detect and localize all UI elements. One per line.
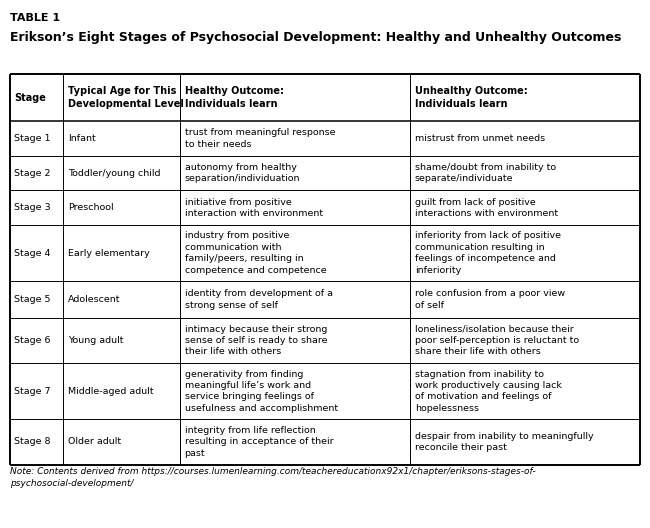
Text: Middle-aged adult: Middle-aged adult: [68, 386, 153, 396]
Text: shame/doubt from inability to
separate/individuate: shame/doubt from inability to separate/i…: [415, 163, 556, 183]
Text: trust from meaningful response
to their needs: trust from meaningful response to their …: [185, 128, 335, 149]
Text: Preschool: Preschool: [68, 203, 114, 212]
Text: despair from inability to meaningfully
reconcile their past: despair from inability to meaningfully r…: [415, 432, 593, 452]
Text: Stage 8: Stage 8: [14, 438, 51, 447]
Text: Toddler/young child: Toddler/young child: [68, 169, 161, 178]
Text: Stage 5: Stage 5: [14, 295, 51, 304]
Text: intimacy because their strong
sense of self is ready to share
their life with ot: intimacy because their strong sense of s…: [185, 325, 327, 356]
Text: Stage 2: Stage 2: [14, 169, 51, 178]
Text: loneliness/isolation because their
poor self-perception is reluctant to
share th: loneliness/isolation because their poor …: [415, 325, 578, 356]
Text: stagnation from inability to
work productively causing lack
of motivation and fe: stagnation from inability to work produc…: [415, 370, 562, 413]
Text: role confusion from a poor view
of self: role confusion from a poor view of self: [415, 289, 565, 310]
Text: autonomy from healthy
separation/individuation: autonomy from healthy separation/individ…: [185, 163, 300, 183]
Text: Stage 1: Stage 1: [14, 134, 51, 143]
Text: Typical Age for This
Developmental Level: Typical Age for This Developmental Level: [68, 86, 184, 109]
Text: Note: Contents derived from https://courses.lumenlearning.com/teachereducationx9: Note: Contents derived from https://cour…: [10, 467, 536, 488]
Text: Healthy Outcome:
Individuals learn: Healthy Outcome: Individuals learn: [185, 86, 283, 109]
Text: Unhealthy Outcome:
Individuals learn: Unhealthy Outcome: Individuals learn: [415, 86, 527, 109]
Text: Early elementary: Early elementary: [68, 249, 150, 258]
Text: generativity from finding
meaningful life’s work and
service bringing feelings o: generativity from finding meaningful lif…: [185, 370, 337, 413]
Text: Stage 3: Stage 3: [14, 203, 51, 212]
Text: inferiority from lack of positive
communication resulting in
feelings of incompe: inferiority from lack of positive commun…: [415, 231, 561, 275]
Text: TABLE 1: TABLE 1: [10, 13, 60, 23]
Text: identity from development of a
strong sense of self: identity from development of a strong se…: [185, 289, 333, 310]
Text: Infant: Infant: [68, 134, 96, 143]
Text: integrity from life reflection
resulting in acceptance of their
past: integrity from life reflection resulting…: [185, 426, 333, 458]
Text: Older adult: Older adult: [68, 438, 121, 447]
Text: guilt from lack of positive
interactions with environment: guilt from lack of positive interactions…: [415, 197, 558, 218]
Text: Stage: Stage: [14, 93, 46, 102]
Text: Stage 6: Stage 6: [14, 336, 51, 345]
Text: industry from positive
communication with
family/peers, resulting in
competence : industry from positive communication wit…: [185, 231, 326, 275]
Text: Adolescent: Adolescent: [68, 295, 120, 304]
Text: Stage 4: Stage 4: [14, 249, 51, 258]
Text: Stage 7: Stage 7: [14, 386, 51, 396]
Text: mistrust from unmet needs: mistrust from unmet needs: [415, 134, 545, 143]
Text: Young adult: Young adult: [68, 336, 124, 345]
Text: initiative from positive
interaction with environment: initiative from positive interaction wit…: [185, 197, 322, 218]
Text: Erikson’s Eight Stages of Psychosocial Development: Healthy and Unhealthy Outcom: Erikson’s Eight Stages of Psychosocial D…: [10, 31, 621, 44]
